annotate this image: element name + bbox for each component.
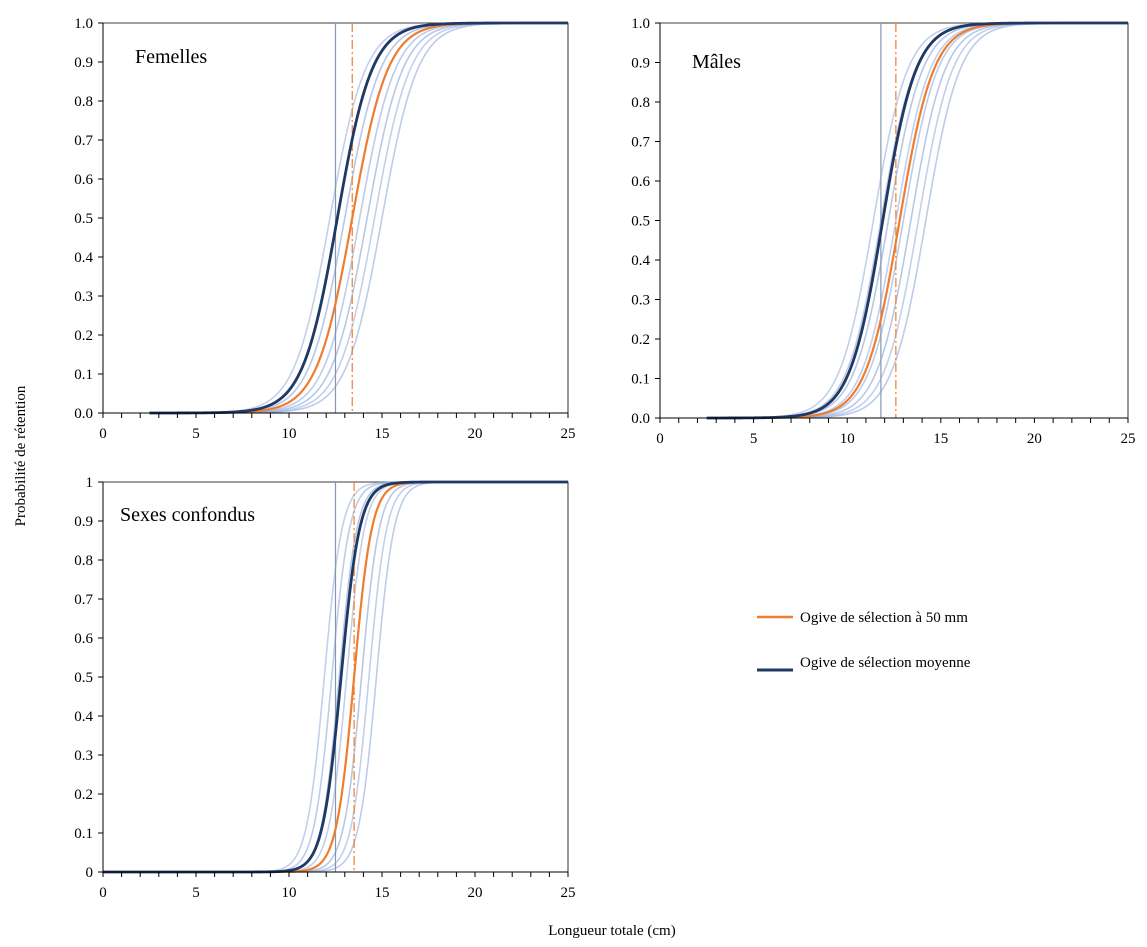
y-tick-label: 0.8 [74, 553, 93, 569]
band-curve-7 [149, 22, 568, 414]
band-curve-5 [149, 22, 568, 414]
x-tick-label: 15 [375, 426, 390, 442]
x-tick-label: 10 [282, 885, 297, 901]
y-tick-label: 0.5 [631, 214, 650, 230]
band-curve-3 [149, 22, 568, 414]
figure-xlabel: Longueur totale (cm) [548, 923, 675, 939]
y-tick-label: 0.4 [74, 250, 93, 266]
y-tick-label: 0.7 [631, 135, 650, 151]
y-tick-label: 0.4 [74, 709, 93, 725]
y-tick-label: 0.3 [74, 289, 93, 305]
panel-title: Mâles [692, 51, 741, 73]
x-tick-label: 5 [750, 431, 758, 447]
y-tick-label: 1.0 [74, 16, 93, 32]
y-tick-label: 1.0 [631, 16, 650, 32]
band-curve-3 [706, 22, 1128, 419]
x-tick-label: 20 [468, 426, 483, 442]
chart-panel-3: 00.10.20.30.40.50.60.70.80.910 5 10 15 20 25S… [74, 475, 575, 901]
ogive-mean-line [706, 21, 1128, 420]
y-tick-label: 0.6 [631, 174, 650, 190]
x-tick-label: 25 [1121, 431, 1136, 447]
x-tick-label: 0 [99, 885, 107, 901]
y-tick-label: 0.8 [631, 95, 650, 111]
x-tick-label: 25 [561, 426, 576, 442]
legend-label-mean: Ogive de sélection moyenne [800, 655, 971, 671]
chart-panels: 0.00.10.20.30.40.50.60.70.80.91.00 5 10 15 2… [74, 16, 1135, 901]
y-tick-label: 0 [86, 865, 94, 881]
y-tick-label: 0.3 [74, 748, 93, 764]
y-tick-label: 0.0 [631, 411, 650, 427]
legend: Ogive de sélection à 50 mm Ogive de séle… [757, 610, 971, 672]
y-tick-label: 0.8 [74, 94, 93, 110]
y-tick-label: 0.7 [74, 592, 93, 608]
x-tick-label: 25 [561, 885, 576, 901]
figure-ylabel: Probabilité de rétention [13, 385, 29, 526]
band-curve-2 [149, 22, 568, 414]
ogive-mean-line [149, 21, 568, 415]
ogive-50mm-line [149, 21, 568, 415]
y-tick-label: 0.1 [631, 372, 650, 388]
x-tick-label: 10 [282, 426, 297, 442]
x-tick-label: 0 [99, 426, 107, 442]
y-tick-label: 0.3 [631, 293, 650, 309]
legend-label-50mm: Ogive de sélection à 50 mm [800, 610, 968, 626]
y-tick-label: 0.9 [74, 514, 93, 530]
y-tick-label: 0.2 [74, 787, 93, 803]
x-tick-label: 10 [840, 431, 855, 447]
x-tick-label: 20 [468, 885, 483, 901]
y-tick-label: 0.2 [74, 328, 93, 344]
y-tick-label: 0.0 [74, 406, 93, 422]
chart-panel-2: 0.0 0.1 0.2 0.3 0.4 0.5 0.6 0.7 0.8 0.9 1.0 0 5 10 15 2… [631, 16, 1135, 447]
y-tick-label: 0.9 [74, 55, 93, 71]
band-curve-4 [149, 22, 568, 414]
x-tick-label: 5 [192, 426, 200, 442]
panel-title: Femelles [135, 46, 207, 68]
y-tick-label: 0.2 [631, 332, 650, 348]
chart-panel-1: 0.0 0.1 0.2 0.3 0.4 0.5 0.6 0.7 0.8 0.9 1.0 0 5 10 15 2… [74, 16, 575, 442]
y-tick-label: 0.5 [74, 670, 93, 686]
plot-frame [660, 22, 1129, 418]
band-curve-8 [149, 22, 568, 414]
y-tick-label: 0.7 [74, 133, 93, 149]
y-tick-label: 1 [86, 475, 94, 491]
y-tick-label: 0.1 [74, 367, 93, 383]
x-tick-label: 15 [375, 885, 390, 901]
y-tick-label: 0.5 [74, 211, 93, 227]
y-tick-label: 0.6 [74, 172, 93, 188]
x-tick-label: 15 [933, 431, 948, 447]
y-tick-label: 0.6 [74, 631, 93, 647]
band-curve-6 [149, 22, 569, 414]
y-tick-label: 0.9 [631, 56, 650, 72]
panel-title: Sexes confondus [120, 504, 255, 526]
band-curve-1 [149, 22, 568, 414]
x-tick-label: 0 [656, 431, 664, 447]
x-tick-label: 5 [192, 885, 200, 901]
y-tick-label: 0.4 [631, 253, 650, 269]
y-tick-label: 0.1 [74, 826, 93, 842]
x-tick-label: 20 [1027, 431, 1042, 447]
